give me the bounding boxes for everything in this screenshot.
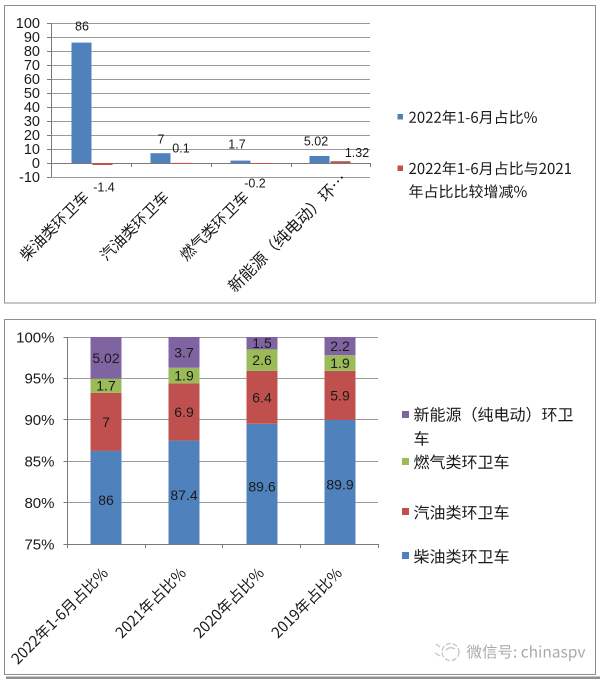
svg-text:86: 86 — [98, 492, 114, 508]
svg-text:90%: 90% — [24, 412, 54, 429]
svg-text:3.7: 3.7 — [174, 344, 194, 360]
svg-text:1.7: 1.7 — [96, 378, 116, 394]
svg-text:75%: 75% — [24, 536, 54, 553]
svg-text:85%: 85% — [24, 454, 54, 471]
svg-text:70: 70 — [24, 58, 40, 74]
svg-text:1.9: 1.9 — [174, 368, 194, 384]
svg-text:86: 86 — [75, 19, 89, 33]
svg-text:7: 7 — [158, 132, 165, 146]
svg-text:-10: -10 — [19, 170, 40, 186]
svg-text:5.02: 5.02 — [304, 134, 328, 148]
svg-text:87.4: 87.4 — [170, 487, 197, 503]
svg-text:5.9: 5.9 — [330, 387, 350, 403]
svg-text:60: 60 — [24, 72, 40, 88]
svg-text:50: 50 — [24, 86, 40, 102]
svg-text:-1.4: -1.4 — [93, 180, 115, 194]
svg-text:20: 20 — [24, 128, 40, 144]
svg-text:2.2: 2.2 — [330, 338, 350, 354]
svg-text:89.9: 89.9 — [326, 476, 353, 492]
svg-text:1.9: 1.9 — [330, 355, 350, 371]
svg-text:2.6: 2.6 — [252, 352, 272, 368]
svg-text:30: 30 — [24, 114, 40, 130]
svg-text:100: 100 — [16, 16, 40, 32]
svg-text:0: 0 — [32, 156, 40, 172]
svg-text:7: 7 — [102, 414, 110, 430]
svg-text:80: 80 — [24, 44, 40, 60]
svg-text:1.5: 1.5 — [252, 335, 272, 351]
svg-text:5.02: 5.02 — [92, 350, 119, 366]
svg-text:40: 40 — [24, 100, 40, 116]
svg-text:89.6: 89.6 — [248, 478, 275, 494]
svg-text:100%: 100% — [16, 329, 54, 346]
svg-text:0.1: 0.1 — [172, 141, 189, 155]
svg-text:6.4: 6.4 — [252, 389, 272, 405]
svg-text:-0.2: -0.2 — [244, 176, 266, 190]
svg-text:95%: 95% — [24, 371, 54, 388]
svg-text:80%: 80% — [24, 495, 54, 512]
svg-text:6.9: 6.9 — [174, 404, 194, 420]
svg-text:10: 10 — [24, 142, 40, 158]
svg-text:1.32: 1.32 — [345, 146, 369, 160]
svg-text:1.7: 1.7 — [228, 137, 245, 151]
svg-text:90: 90 — [24, 30, 40, 46]
